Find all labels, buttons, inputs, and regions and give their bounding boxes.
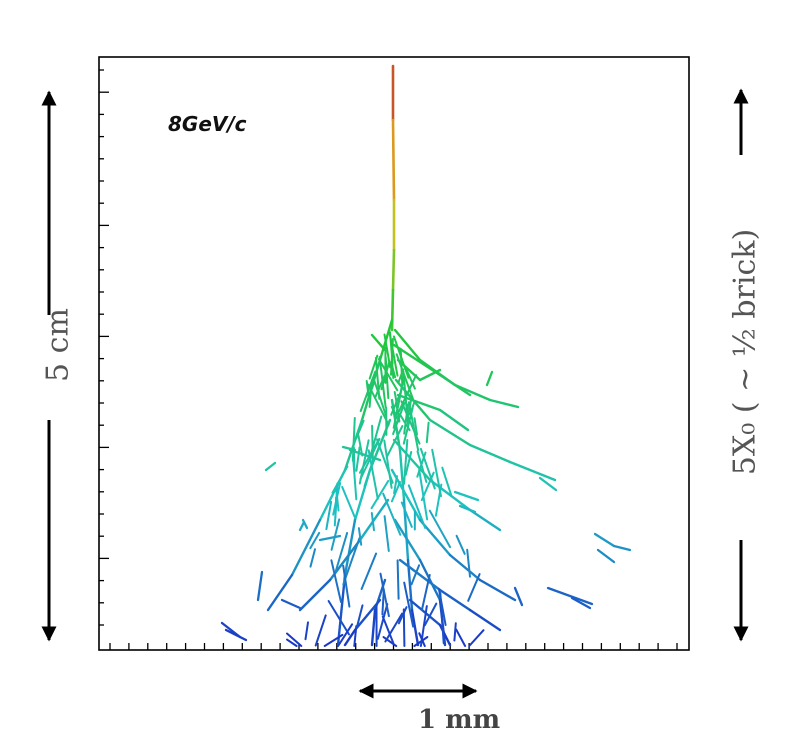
shower-track-segment bbox=[404, 609, 405, 646]
left-scale-label: 5 cm bbox=[41, 308, 76, 382]
energy-label: 8GeV/c bbox=[168, 112, 247, 136]
shower-track-segment bbox=[454, 623, 455, 640]
shower-track-segment bbox=[393, 250, 394, 290]
bottom-scale-label: 1 mm bbox=[418, 705, 500, 735]
right-scale-label: 5X₀ ( ~ ½ brick) bbox=[728, 229, 763, 475]
shower-track-segment bbox=[392, 290, 393, 330]
shower-track-segment bbox=[372, 426, 373, 463]
shower-track-segment bbox=[393, 120, 394, 200]
shower-track-segment bbox=[398, 560, 399, 598]
